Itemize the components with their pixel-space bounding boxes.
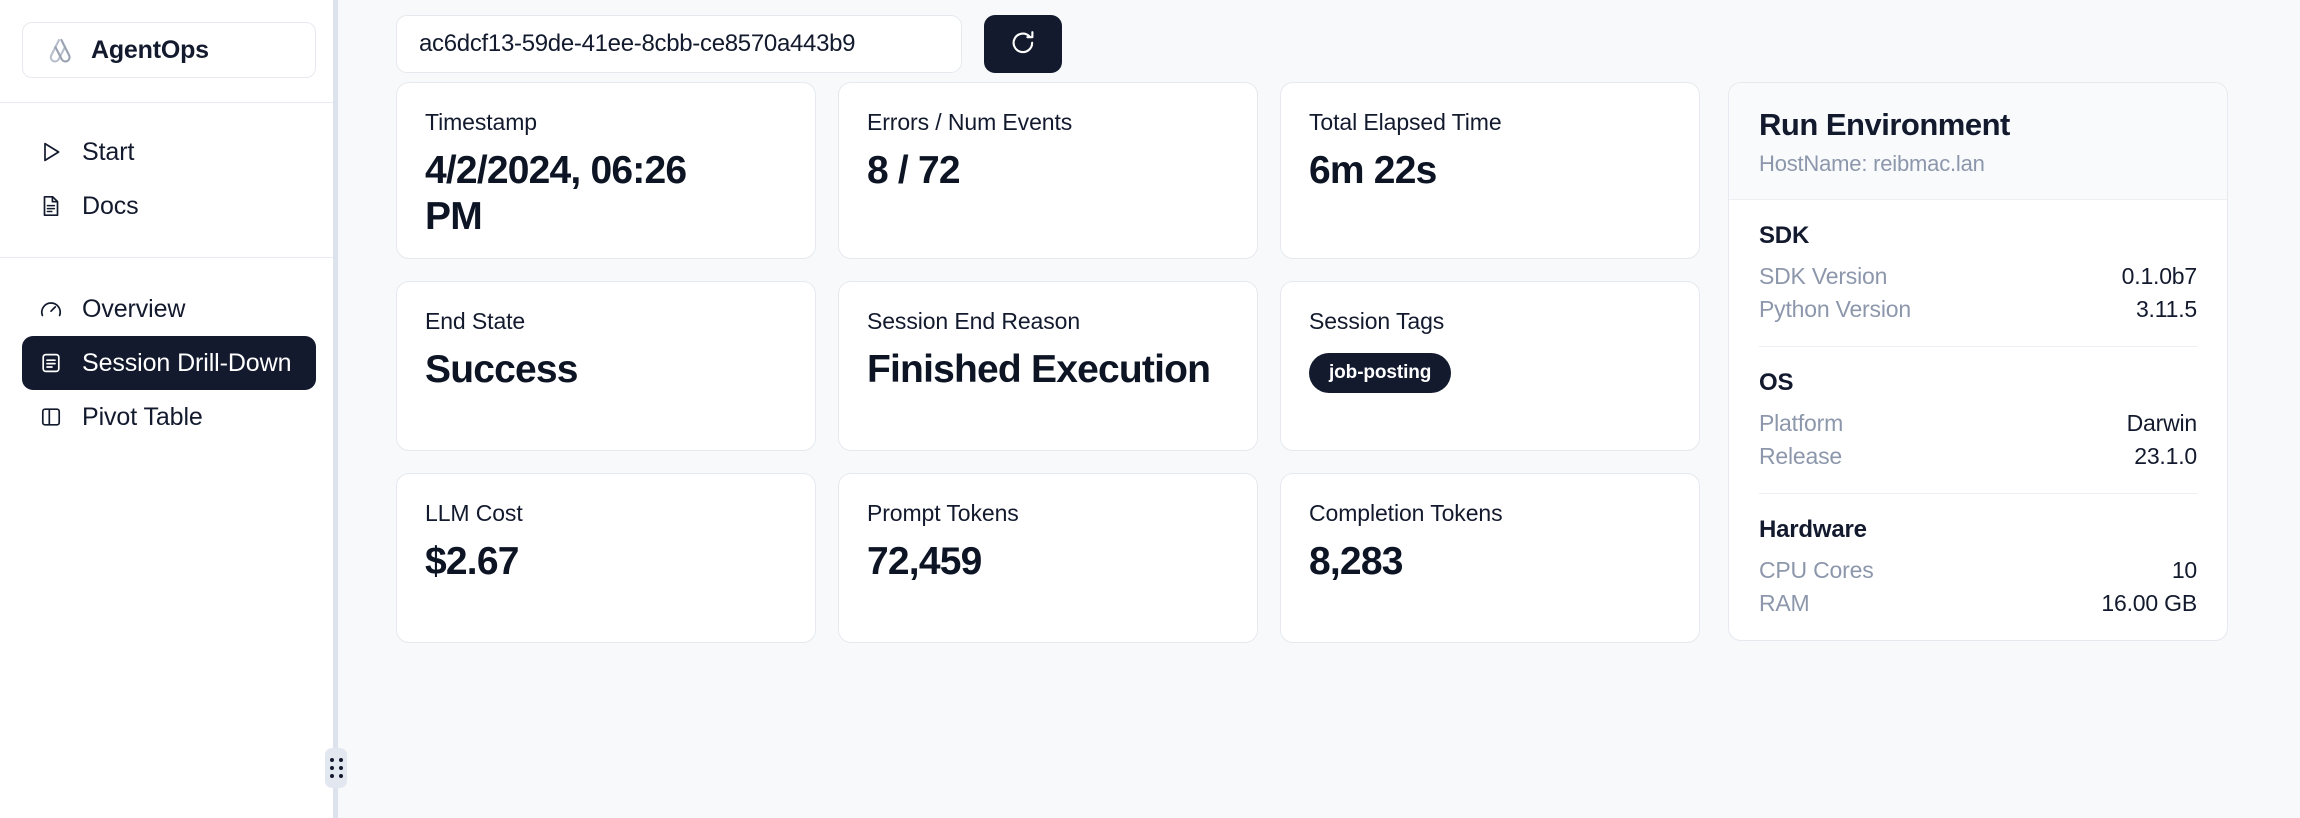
card-value: 8,283	[1309, 540, 1403, 584]
card-label: Prompt Tokens	[867, 500, 1019, 527]
run-environment-body: SDK SDK Version 0.1.0b7 Python Version 3…	[1729, 200, 2227, 640]
run-environment-header: Run Environment HostName: reibmac.lan	[1729, 83, 2227, 200]
gauge-icon	[38, 296, 64, 322]
sidebar-group-views: Overview Session Drill-Down	[22, 258, 316, 444]
paperclip-logo-icon	[45, 35, 75, 65]
metric-card-timestamp: Timestamp 4/2/2024, 06:26 PM	[396, 82, 816, 260]
env-row: CPU Cores 10	[1759, 554, 2197, 587]
card-label: LLM Cost	[425, 500, 523, 527]
sidebar-edge	[333, 0, 338, 818]
sidebar-item-label: Pivot Table	[82, 402, 203, 431]
env-value: 0.1.0b7	[2121, 263, 2198, 289]
env-row: SDK Version 0.1.0b7	[1759, 260, 2197, 293]
sidebar-item-overview[interactable]: Overview	[22, 282, 316, 336]
metrics-grid: Timestamp 4/2/2024, 06:26 PM Errors / Nu…	[396, 82, 1700, 644]
env-section-hardware: Hardware CPU Cores 10 RAM 16.00 GB	[1759, 493, 2197, 640]
env-key: CPU Cores	[1759, 557, 1874, 583]
metric-card-total-elapsed-time: Total Elapsed Time 6m 22s	[1280, 82, 1700, 260]
card-label: Session Tags	[1309, 308, 1445, 335]
card-value: 72,459	[867, 540, 982, 584]
env-section-sdk: SDK SDK Version 0.1.0b7 Python Version 3…	[1759, 200, 2197, 346]
card-label: Errors / Num Events	[867, 109, 1073, 135]
env-key: SDK Version	[1759, 263, 1888, 289]
brand-name: AgentOps	[91, 35, 209, 64]
sidebar-item-label: Overview	[82, 294, 186, 323]
env-value: 23.1.0	[2134, 443, 2197, 469]
content-area: Timestamp 4/2/2024, 06:26 PM Errors / Nu…	[396, 82, 2228, 644]
env-key: Platform	[1759, 410, 1844, 436]
card-value: $2.67	[425, 540, 519, 584]
sidebar-resize-handle[interactable]	[325, 748, 347, 788]
env-value: 16.00 GB	[2101, 590, 2197, 616]
card-label: Session End Reason	[867, 308, 1081, 335]
metric-card-session-end-reason: Session End Reason Finished Execution	[838, 281, 1258, 452]
metric-card-session-tags: Session Tags job-posting	[1280, 281, 1700, 452]
env-row: Platform Darwin	[1759, 407, 2197, 440]
env-key: RAM	[1759, 590, 1810, 616]
run-environment-panel: Run Environment HostName: reibmac.lan SD…	[1728, 82, 2228, 641]
sidebar-item-start[interactable]: Start	[22, 125, 316, 179]
sidebar-item-docs[interactable]: Docs	[22, 179, 316, 233]
card-value: Finished Execution	[867, 348, 1211, 392]
hostname-text: HostName: reibmac.lan	[1759, 151, 1985, 176]
metric-card-llm-cost: LLM Cost $2.67	[396, 473, 816, 644]
status-badge[interactable]: job-posting	[1309, 353, 1452, 394]
metric-card-errors-num-events: Errors / Num Events 8 / 72	[838, 82, 1258, 260]
env-row: RAM 16.00 GB	[1759, 587, 2197, 620]
sidebar-item-label: Session Drill-Down	[82, 348, 292, 377]
card-label: Timestamp	[425, 109, 537, 135]
section-title: OS	[1759, 369, 1794, 396]
env-key: Python Version	[1759, 296, 1911, 322]
env-value: 10	[2171, 557, 2197, 583]
env-row: Release 23.1.0	[1759, 440, 2197, 473]
env-row: Python Version 3.11.5	[1759, 293, 2197, 326]
play-icon	[38, 139, 64, 165]
section-title: SDK	[1759, 222, 1810, 249]
columns-icon	[38, 404, 64, 430]
metric-card-end-state: End State Success	[396, 281, 816, 452]
metric-card-completion-tokens: Completion Tokens 8,283	[1280, 473, 1700, 644]
card-value: 6m 22s	[1309, 149, 1437, 192]
env-key: Release	[1759, 443, 1842, 469]
sidebar-item-session-drill-down[interactable]: Session Drill-Down	[22, 336, 316, 390]
refresh-button[interactable]	[984, 15, 1062, 73]
sidebar: AgentOps Start	[0, 0, 347, 818]
sidebar-item-label: Docs	[82, 191, 139, 220]
panel-title: Run Environment	[1759, 107, 2010, 142]
card-value: 8 / 72	[867, 149, 961, 192]
main-content: Timestamp 4/2/2024, 06:26 PM Errors / Nu…	[338, 0, 2300, 818]
section-title: Hardware	[1759, 516, 1867, 543]
card-value: Success	[425, 348, 578, 392]
env-section-os: OS Platform Darwin Release 23.1.0	[1759, 346, 2197, 493]
sidebar-item-label: Start	[82, 137, 135, 166]
card-label: Completion Tokens	[1309, 500, 1503, 527]
sidebar-divider-top	[0, 102, 338, 103]
brand-header[interactable]: AgentOps	[22, 22, 316, 78]
drag-dots-icon	[329, 758, 343, 778]
toolbar	[396, 0, 2228, 82]
sidebar-item-pivot-table[interactable]: Pivot Table	[22, 390, 316, 444]
env-value: 3.11.5	[2135, 296, 2197, 322]
session-id-input[interactable]	[396, 15, 962, 73]
sidebar-divider-mid	[0, 257, 338, 258]
document-icon	[38, 193, 64, 219]
card-value: 4/2/2024, 06:26 PM	[425, 149, 687, 239]
refresh-icon	[1008, 28, 1038, 61]
list-document-icon	[38, 350, 64, 376]
card-label: Total Elapsed Time	[1309, 109, 1502, 135]
metric-card-prompt-tokens: Prompt Tokens 72,459	[838, 473, 1258, 644]
card-label: End State	[425, 308, 526, 335]
sidebar-group-primary: Start Docs	[22, 103, 316, 233]
env-value: Darwin	[2126, 410, 2198, 436]
